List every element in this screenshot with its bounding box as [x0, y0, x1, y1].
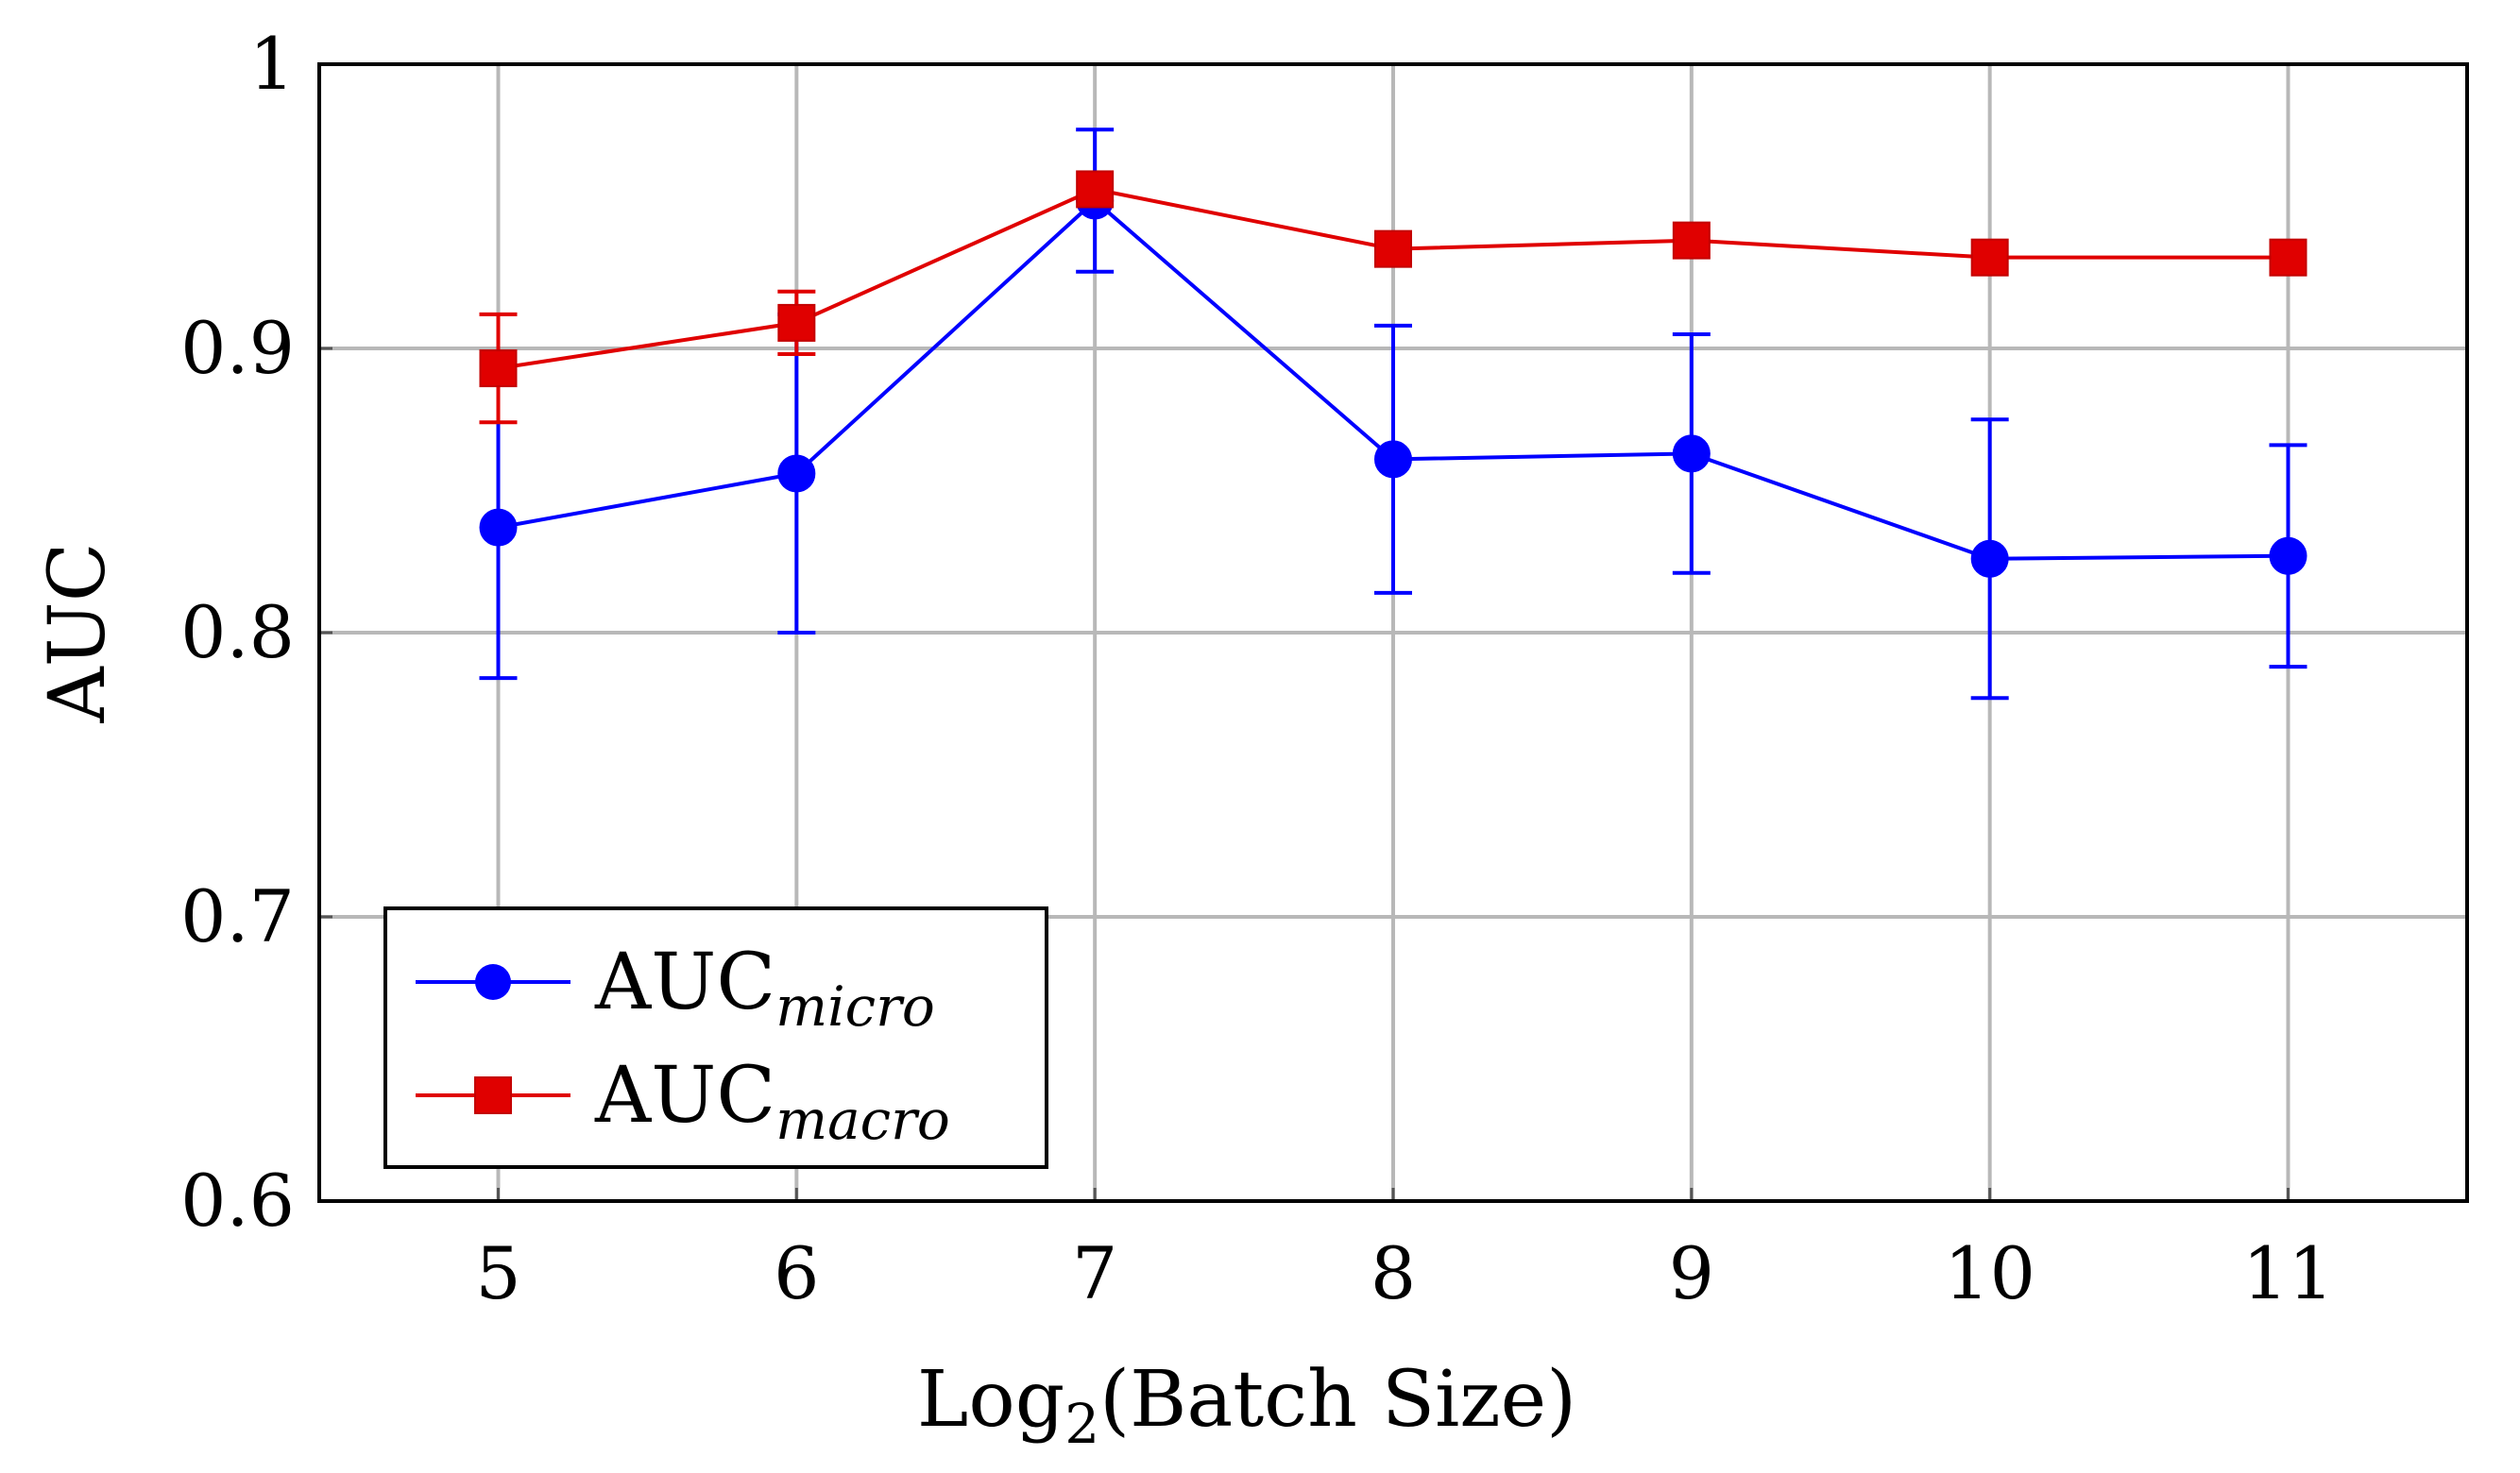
series-layer — [479, 127, 2307, 701]
y-tick-label: 0.9 — [180, 306, 295, 390]
y-tick-label: 1 — [249, 22, 295, 106]
legend-macro-label-main: AUC — [594, 1051, 775, 1141]
tick-layer — [319, 62, 2290, 1203]
data-point — [1672, 221, 1711, 260]
legend-macro-label: AUCmacro — [594, 1051, 950, 1152]
legend-micro-label: AUCmicro — [594, 938, 935, 1039]
legend-micro-label-main: AUC — [594, 938, 775, 1027]
data-point — [1076, 170, 1115, 209]
y-tick-label: 0.6 — [180, 1159, 295, 1243]
x-tick-label: 10 — [1944, 1231, 2035, 1315]
data-point — [1970, 238, 2009, 277]
x-tick-label: 11 — [2242, 1231, 2334, 1315]
y-axis-label: AUC — [33, 542, 123, 723]
y-tick-label: 0.8 — [180, 590, 295, 674]
legend-macro-marker — [474, 1076, 512, 1114]
legend-macro-label-sub: macro — [775, 1088, 950, 1152]
x-axis-label-subscript: 2 — [1064, 1392, 1099, 1456]
data-point — [1970, 539, 2009, 578]
data-point — [2269, 238, 2307, 277]
x-tick-label: 7 — [1072, 1231, 1117, 1315]
data-point — [777, 303, 816, 342]
x-axis-label-main: Log — [917, 1355, 1064, 1445]
x-tick-label: 8 — [1371, 1231, 1416, 1315]
x-axis-label: Log2(Batch Size) — [917, 1355, 1576, 1456]
y-tick-label: 0.7 — [180, 874, 295, 958]
legend-micro-marker — [475, 964, 511, 1000]
series-auc-macro — [479, 170, 2307, 425]
x-tick-label: 9 — [1669, 1231, 1714, 1315]
legend-box — [383, 906, 1048, 1169]
legend: AUCmicro AUCmacro — [383, 906, 1048, 1169]
x-tick-label: 6 — [774, 1231, 819, 1315]
data-point — [1374, 229, 1412, 268]
legend-micro-label-sub: micro — [775, 974, 935, 1039]
data-point — [479, 508, 518, 547]
x-axis-label-suffix: (Batch Size) — [1099, 1355, 1576, 1445]
data-point — [1672, 434, 1711, 473]
data-point — [1374, 440, 1412, 479]
data-point — [2269, 536, 2307, 575]
data-point — [479, 349, 518, 388]
label-layer: 5 6 7 8 9 10 11 0.6 0.7 0.8 0.9 1 — [180, 22, 2334, 1315]
x-tick-label: 5 — [475, 1231, 520, 1315]
plot-area-frame — [317, 62, 2469, 1203]
data-point — [777, 454, 816, 493]
